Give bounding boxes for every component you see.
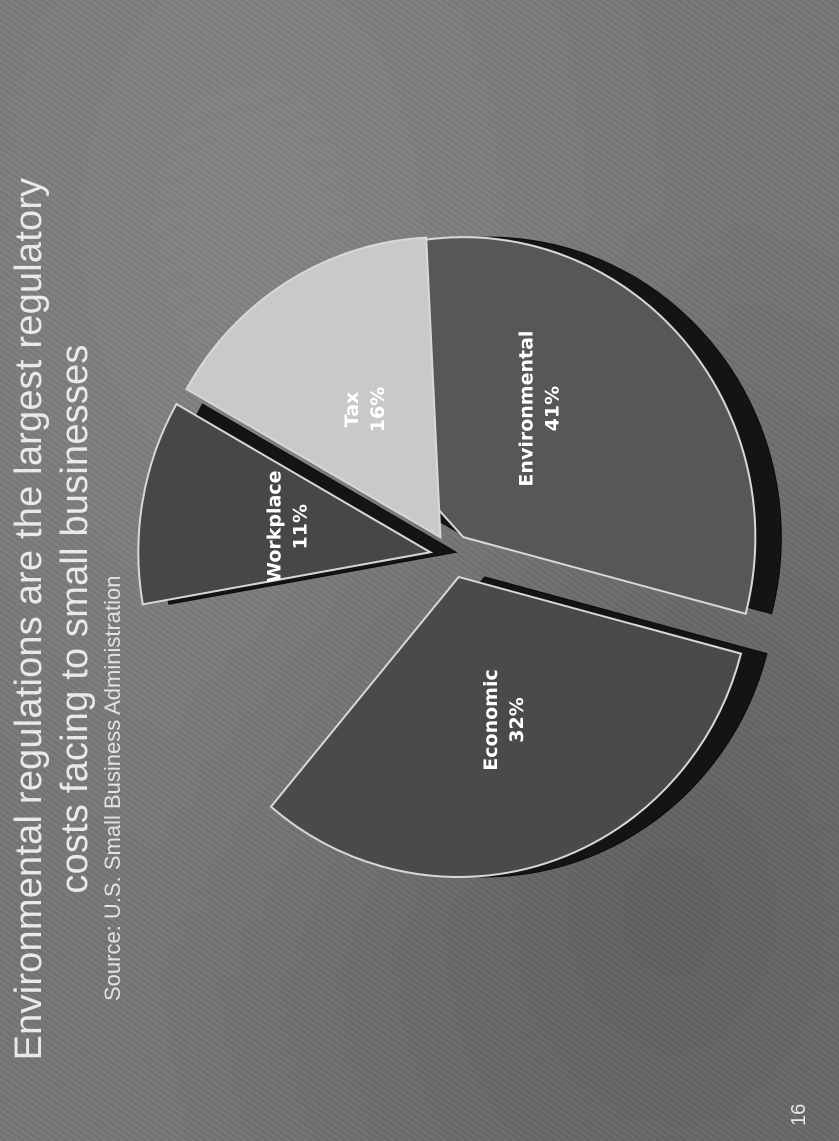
pie-value-label-environmental: 41% [542, 386, 564, 431]
pie-label-layer: Economic 32% Environmental 41% Tax 16% Workpla… [263, 331, 563, 771]
pie-slice-economic [269, 575, 743, 878]
pie-value-label-workplace: 11% [289, 504, 311, 549]
pie-slice-tax [185, 236, 442, 540]
pie-label-economic: Economic [480, 669, 502, 770]
pie-slice-workplace [137, 402, 434, 606]
pie-label-environmental: Environmental [516, 331, 538, 487]
page-number: 16 [788, 1103, 810, 1126]
pie-label-tax: Tax [341, 392, 363, 428]
pie-value-label-tax: 16% [367, 387, 389, 432]
pie-slice-layer [137, 236, 757, 878]
pie-value-label-economic: 32% [506, 697, 528, 742]
pie-label-workplace: Workplace [263, 471, 285, 583]
